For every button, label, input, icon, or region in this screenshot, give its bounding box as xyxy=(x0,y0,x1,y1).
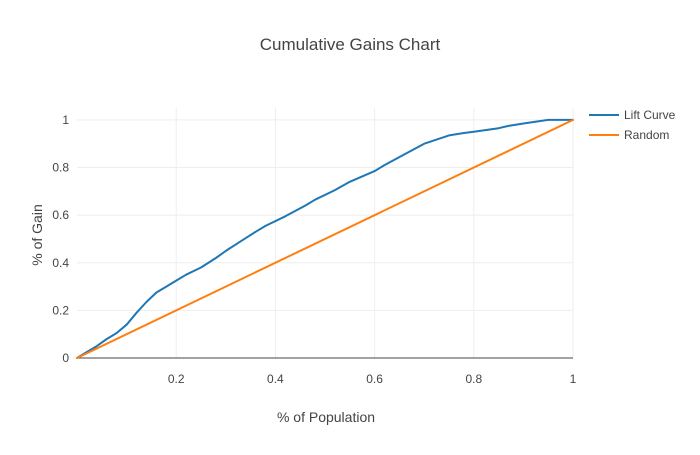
grid xyxy=(77,108,574,358)
legend-item-lift-curve[interactable]: Lift Curve xyxy=(589,108,676,122)
x-tick-label: 0.4 xyxy=(267,372,284,386)
series-line-random xyxy=(76,118,574,359)
y-tick-label: 0.2 xyxy=(52,303,69,317)
series-line-lift-curve xyxy=(76,118,574,359)
y-tick-label: 1 xyxy=(62,113,69,127)
y-tick-label: 0.4 xyxy=(52,256,69,270)
y-tick-label: 0.6 xyxy=(52,208,69,222)
x-axis-label: % of Population xyxy=(277,409,375,425)
legend-label: Lift Curve xyxy=(624,108,676,122)
legend[interactable]: Lift Curve Random xyxy=(589,108,676,142)
y-tick-label: 0 xyxy=(62,351,69,365)
x-tick-label: 0.8 xyxy=(465,372,482,386)
y-tick-label: 0.8 xyxy=(52,161,69,175)
x-tick-label: 0.2 xyxy=(168,372,185,386)
x-tick-label: 0.6 xyxy=(366,372,383,386)
y-axis-label: % of Gain xyxy=(29,204,45,265)
chart-title: Cumulative Gains Chart xyxy=(260,35,441,54)
legend-label: Random xyxy=(624,128,669,142)
axes: 0.2 0.4 0.6 0.8 1 0 0.2 0.4 0.6 0.8 1 xyxy=(52,113,576,386)
x-tick-label: 1 xyxy=(570,372,577,386)
legend-item-random[interactable]: Random xyxy=(589,128,669,142)
plot-area xyxy=(76,118,574,359)
